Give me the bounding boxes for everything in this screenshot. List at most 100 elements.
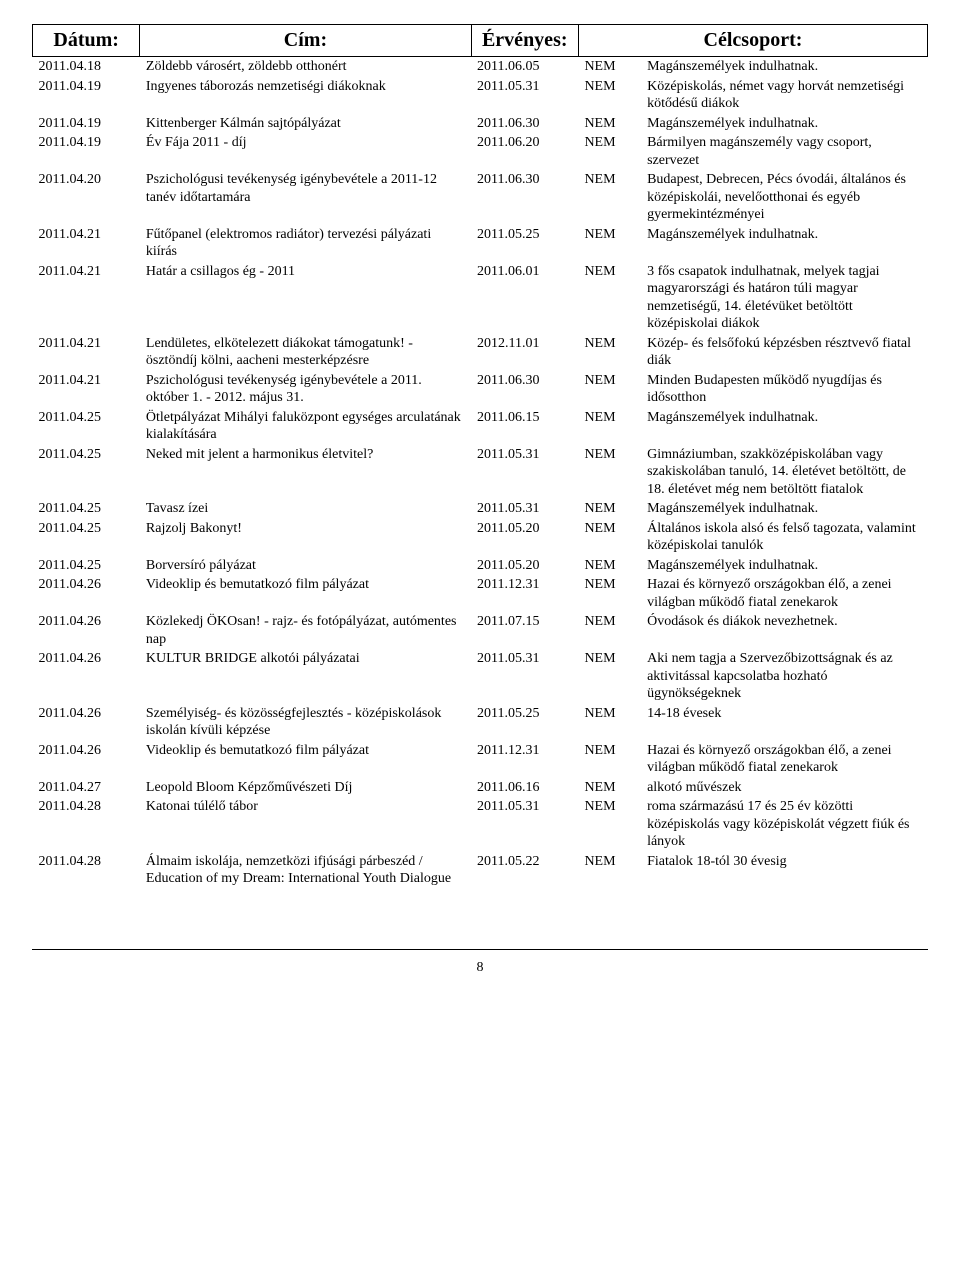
header-valid: Érvényes: — [471, 25, 578, 57]
valid-cell: 2011.12.31 — [471, 575, 578, 612]
title-cell: Ingyenes táborozás nemzetiségi diákoknak — [140, 77, 471, 114]
valid-cell: 2011.06.15 — [471, 408, 578, 445]
grants-table: Dátum: Cím: Érvényes: Célcsoport: 2011.0… — [32, 24, 928, 889]
target-cell: Gimnáziumban, szakközépiskolában vagy sz… — [641, 445, 927, 500]
title-cell: KULTUR BRIDGE alkotói pályázatai — [140, 649, 471, 704]
valid-cell: 2011.06.20 — [471, 133, 578, 170]
table-row: 2011.04.26Személyiség- és közösségfejles… — [33, 704, 928, 741]
target-cell: Hazai és környező országokban élő, a zen… — [641, 741, 927, 778]
date-cell: 2011.04.21 — [33, 334, 140, 371]
date-cell: 2011.04.18 — [33, 57, 140, 77]
target-cell: Magánszemélyek indulhatnak. — [641, 225, 927, 262]
flag-cell: NEM — [578, 133, 641, 170]
flag-cell: NEM — [578, 408, 641, 445]
table-row: 2011.04.21Lendületes, elkötelezett diáko… — [33, 334, 928, 371]
valid-cell: 2011.06.05 — [471, 57, 578, 77]
target-cell: 3 fős csapatok indulhatnak, melyek tagja… — [641, 262, 927, 334]
flag-cell: NEM — [578, 704, 641, 741]
flag-cell: NEM — [578, 649, 641, 704]
valid-cell: 2011.05.25 — [471, 225, 578, 262]
table-row: 2011.04.25Neked mit jelent a harmonikus … — [33, 445, 928, 500]
flag-cell: NEM — [578, 499, 641, 519]
valid-cell: 2011.05.31 — [471, 77, 578, 114]
valid-cell: 2011.06.16 — [471, 778, 578, 798]
valid-cell: 2011.06.30 — [471, 170, 578, 225]
flag-cell: NEM — [578, 334, 641, 371]
header-title: Cím: — [140, 25, 471, 57]
header-target: Célcsoport: — [578, 25, 927, 57]
valid-cell: 2011.06.30 — [471, 114, 578, 134]
title-cell: Kittenberger Kálmán sajtópályázat — [140, 114, 471, 134]
table-row: 2011.04.18Zöldebb városért, zöldebb otth… — [33, 57, 928, 77]
title-cell: Videoklip és bemutatkozó film pályázat — [140, 575, 471, 612]
flag-cell: NEM — [578, 57, 641, 77]
title-cell: Közlekedj ÖKOsan! - rajz- és fotópályáza… — [140, 612, 471, 649]
title-cell: Videoklip és bemutatkozó film pályázat — [140, 741, 471, 778]
date-cell: 2011.04.20 — [33, 170, 140, 225]
flag-cell: NEM — [578, 445, 641, 500]
table-row: 2011.04.21Fűtőpanel (elektromos radiátor… — [33, 225, 928, 262]
flag-cell: NEM — [578, 114, 641, 134]
flag-cell: NEM — [578, 741, 641, 778]
title-cell: Év Fája 2011 - díj — [140, 133, 471, 170]
valid-cell: 2011.05.31 — [471, 499, 578, 519]
table-row: 2011.04.19Kittenberger Kálmán sajtópályá… — [33, 114, 928, 134]
target-cell: Magánszemélyek indulhatnak. — [641, 499, 927, 519]
title-cell: Zöldebb városért, zöldebb otthonért — [140, 57, 471, 77]
valid-cell: 2011.06.01 — [471, 262, 578, 334]
table-row: 2011.04.25Ötletpályázat Mihályi faluközp… — [33, 408, 928, 445]
valid-cell: 2011.12.31 — [471, 741, 578, 778]
target-cell: Középiskolás, német vagy horvát nemzetis… — [641, 77, 927, 114]
target-cell: Hazai és környező országokban élő, a zen… — [641, 575, 927, 612]
date-cell: 2011.04.19 — [33, 133, 140, 170]
table-row: 2011.04.19Ingyenes táborozás nemzetiségi… — [33, 77, 928, 114]
header-row: Dátum: Cím: Érvényes: Célcsoport: — [33, 25, 928, 57]
date-cell: 2011.04.26 — [33, 741, 140, 778]
flag-cell: NEM — [578, 575, 641, 612]
valid-cell: 2011.07.15 — [471, 612, 578, 649]
date-cell: 2011.04.26 — [33, 704, 140, 741]
valid-cell: 2011.06.30 — [471, 371, 578, 408]
header-date: Dátum: — [33, 25, 140, 57]
date-cell: 2011.04.27 — [33, 778, 140, 798]
title-cell: Fűtőpanel (elektromos radiátor) tervezés… — [140, 225, 471, 262]
flag-cell: NEM — [578, 612, 641, 649]
title-cell: Borversíró pályázat — [140, 556, 471, 576]
table-row: 2011.04.28Álmaim iskolája, nemzetközi if… — [33, 852, 928, 889]
target-cell: Közép- és felsőfokú képzésben résztvevő … — [641, 334, 927, 371]
title-cell: Ötletpályázat Mihályi faluközpont egység… — [140, 408, 471, 445]
table-row: 2011.04.27Leopold Bloom Képzőművészeti D… — [33, 778, 928, 798]
date-cell: 2011.04.19 — [33, 77, 140, 114]
title-cell: Pszichológusi tevékenység igénybevétele … — [140, 371, 471, 408]
target-cell: Magánszemélyek indulhatnak. — [641, 114, 927, 134]
table-row: 2011.04.21Pszichológusi tevékenység igén… — [33, 371, 928, 408]
date-cell: 2011.04.19 — [33, 114, 140, 134]
valid-cell: 2011.05.20 — [471, 519, 578, 556]
valid-cell: 2011.05.31 — [471, 445, 578, 500]
valid-cell: 2011.05.25 — [471, 704, 578, 741]
title-cell: Rajzolj Bakonyt! — [140, 519, 471, 556]
date-cell: 2011.04.26 — [33, 575, 140, 612]
valid-cell: 2011.05.31 — [471, 649, 578, 704]
table-row: 2011.04.25Borversíró pályázat2011.05.20N… — [33, 556, 928, 576]
date-cell: 2011.04.28 — [33, 852, 140, 889]
valid-cell: 2011.05.31 — [471, 797, 578, 852]
flag-cell: NEM — [578, 852, 641, 889]
target-cell: roma származású 17 és 25 év közötti közé… — [641, 797, 927, 852]
target-cell: Magánszemélyek indulhatnak. — [641, 556, 927, 576]
flag-cell: NEM — [578, 778, 641, 798]
target-cell: Budapest, Debrecen, Pécs óvodái, általán… — [641, 170, 927, 225]
title-cell: Határ a csillagos ég - 2011 — [140, 262, 471, 334]
target-cell: Bármilyen magánszemély vagy csoport, sze… — [641, 133, 927, 170]
table-row: 2011.04.26KULTUR BRIDGE alkotói pályázat… — [33, 649, 928, 704]
title-cell: Neked mit jelent a harmonikus életvitel? — [140, 445, 471, 500]
date-cell: 2011.04.25 — [33, 519, 140, 556]
table-row: 2011.04.25Rajzolj Bakonyt!2011.05.20NEMÁ… — [33, 519, 928, 556]
table-row: 2011.04.26Videoklip és bemutatkozó film … — [33, 575, 928, 612]
date-cell: 2011.04.28 — [33, 797, 140, 852]
target-cell: Aki nem tagja a Szervezőbizottságnak és … — [641, 649, 927, 704]
target-cell: 14-18 évesek — [641, 704, 927, 741]
table-row: 2011.04.19Év Fája 2011 - díj2011.06.20NE… — [33, 133, 928, 170]
title-cell: Pszichológusi tevékenység igénybevétele … — [140, 170, 471, 225]
table-row: 2011.04.25Tavasz ízei2011.05.31NEMMagáns… — [33, 499, 928, 519]
